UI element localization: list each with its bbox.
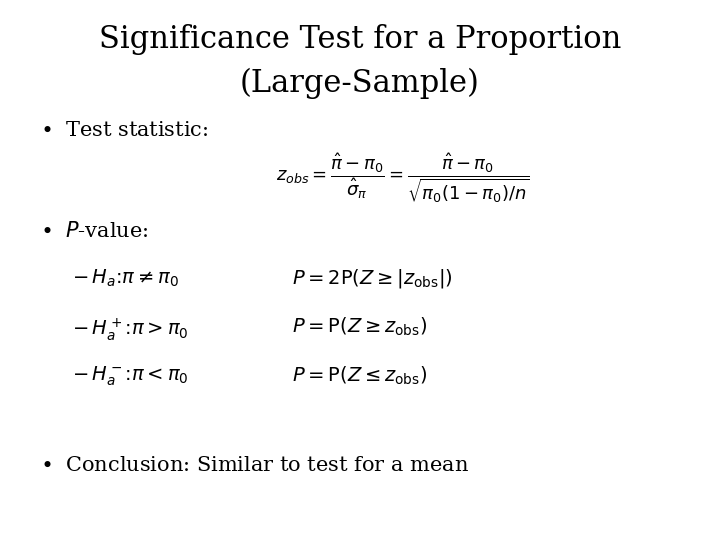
Text: (Large-Sample): (Large-Sample) (240, 68, 480, 99)
Text: $-\, H_a^-\colon \pi < \pi_0$: $-\, H_a^-\colon \pi < \pi_0$ (72, 364, 189, 388)
Text: $P = \mathrm{P}(Z \geq z_\mathrm{obs})$: $P = \mathrm{P}(Z \geq z_\mathrm{obs})$ (292, 316, 427, 338)
Text: $z_{obs} = \dfrac{\hat{\pi} - \pi_0}{\hat{\sigma}_{\pi}} = \dfrac{\hat{\pi} - \p: $z_{obs} = \dfrac{\hat{\pi} - \pi_0}{\ha… (276, 151, 530, 205)
Text: Significance Test for a Proportion: Significance Test for a Proportion (99, 24, 621, 55)
Text: $-\, H_a\colon \pi \neq \pi_0$: $-\, H_a\colon \pi \neq \pi_0$ (72, 267, 179, 288)
Text: $\bullet\;$ Test statistic:: $\bullet\;$ Test statistic: (40, 122, 208, 140)
Text: $P = \mathrm{P}(Z \leq z_\mathrm{obs})$: $P = \mathrm{P}(Z \leq z_\mathrm{obs})$ (292, 364, 427, 387)
Text: $-\, H_a^+\colon \pi > \pi_0$: $-\, H_a^+\colon \pi > \pi_0$ (72, 316, 189, 343)
Text: $P = \mathrm{2P}(Z \geq |z_\mathrm{obs}|)$: $P = \mathrm{2P}(Z \geq |z_\mathrm{obs}|… (292, 267, 452, 291)
Text: $\bullet\;$ Conclusion: Similar to test for a mean: $\bullet\;$ Conclusion: Similar to test … (40, 456, 469, 475)
Text: $\bullet\;$ $P$-value:: $\bullet\;$ $P$-value: (40, 221, 148, 241)
